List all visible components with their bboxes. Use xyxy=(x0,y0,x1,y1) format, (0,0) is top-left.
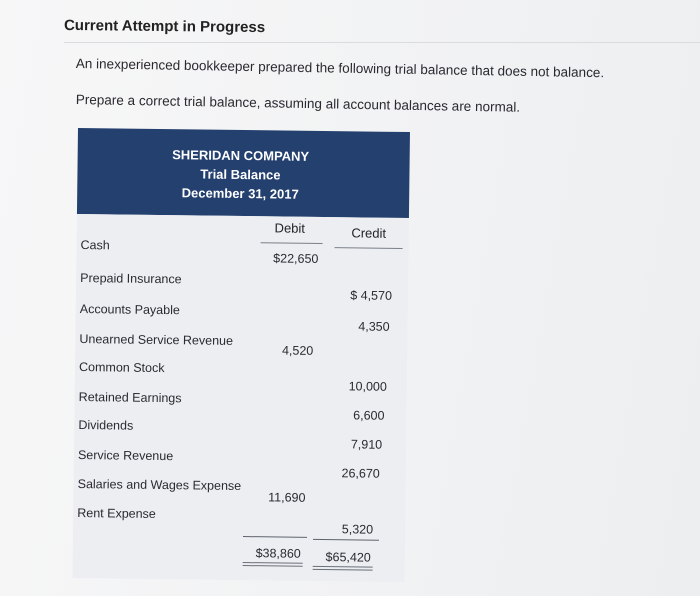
company-name: SHERIDAN COMPANY xyxy=(172,147,310,164)
account-name: Salaries and Wages Expense xyxy=(77,477,242,494)
debit-amount: 11,690 xyxy=(268,490,306,505)
credit-amount: 4,350 xyxy=(358,319,390,334)
section-title: Current Attempt in Progress xyxy=(63,16,266,37)
account-name: Prepaid Insurance xyxy=(80,271,182,287)
credit-header-rule xyxy=(334,247,403,249)
account-name: Rent Expense xyxy=(77,506,156,521)
credit-total-rule xyxy=(312,538,379,541)
problem-instruction: Prepare a correct trial balance, assumin… xyxy=(75,92,521,115)
debit-total-rule xyxy=(243,536,308,538)
credit-amount: 26,670 xyxy=(341,466,380,481)
trial-balance-header: SHERIDAN COMPANY Trial Balance December … xyxy=(76,128,410,219)
credit-amount: $ 4,570 xyxy=(350,288,393,303)
debit-amount: $22,650 xyxy=(273,251,319,266)
trial-balance-table: SHERIDAN COMPANY Trial Balance December … xyxy=(72,128,410,583)
debit-amount: 4,520 xyxy=(281,343,314,358)
statement-name: Trial Balance xyxy=(200,166,281,183)
problem-intro: An inexperienced bookkeeper prepared the… xyxy=(75,56,605,81)
credit-amount: 10,000 xyxy=(348,379,387,394)
debit-total: $38,860 xyxy=(255,546,301,561)
credit-total-double-rule xyxy=(312,565,373,571)
account-name: Cash xyxy=(80,238,110,253)
account-name: Dividends xyxy=(78,418,134,433)
debit-header-rule xyxy=(260,242,323,244)
credit-column-header: Credit xyxy=(351,225,387,241)
statement-date: December 31, 2017 xyxy=(181,185,299,202)
account-name: Service Revenue xyxy=(77,448,174,464)
credit-amount: 6,600 xyxy=(353,408,385,423)
debit-total-double-rule xyxy=(242,562,303,567)
credit-amount: 5,320 xyxy=(341,522,374,537)
debit-column-header: Debit xyxy=(274,220,306,236)
credit-amount: 7,910 xyxy=(350,437,383,452)
header-divider xyxy=(64,42,700,43)
trial-balance-body: Debit Credit Cash $22,650 Prepaid Insura… xyxy=(72,213,409,583)
account-name: Retained Earnings xyxy=(78,390,182,406)
account-name: Accounts Payable xyxy=(79,302,180,318)
account-name: Common Stock xyxy=(78,360,165,376)
account-name: Unearned Service Revenue xyxy=(79,332,234,348)
credit-total: $65,420 xyxy=(325,550,371,565)
